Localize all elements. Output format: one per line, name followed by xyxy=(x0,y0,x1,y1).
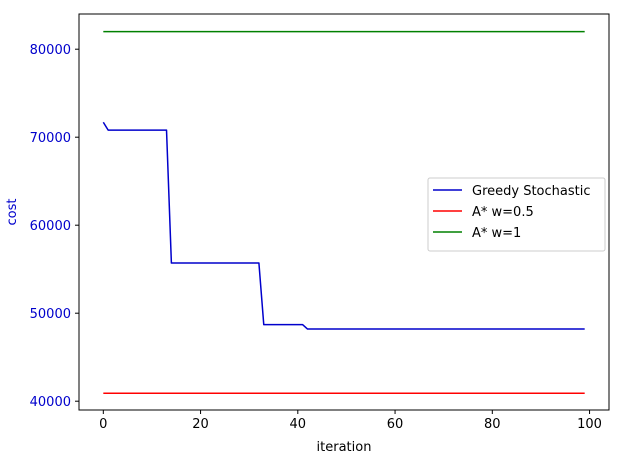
x-tick-label: 40 xyxy=(290,417,307,432)
legend-box xyxy=(427,177,606,252)
x-tick-label: 60 xyxy=(387,417,404,432)
x-tick-label: 100 xyxy=(577,417,602,432)
legend-entry-label: A* w=0.5 xyxy=(472,205,534,220)
x-tick-label: 80 xyxy=(484,417,501,432)
x-tick-label: 20 xyxy=(192,417,209,432)
y-tick-label: 50000 xyxy=(30,307,71,322)
y-tick-label: 40000 xyxy=(30,395,71,410)
legend-entry-label: Greedy Stochastic xyxy=(472,184,591,199)
x-axis-label: iteration xyxy=(317,440,372,454)
y-tick-label: 70000 xyxy=(30,131,71,146)
y-axis-label: cost xyxy=(5,199,20,226)
x-axis: 0 20 40 60 80 100 xyxy=(99,410,602,432)
legend-entry-label: A* w=1 xyxy=(472,226,521,241)
y-tick-label: 60000 xyxy=(30,219,71,234)
series-line-0 xyxy=(102,121,585,330)
y-axis: 40000 50000 60000 70000 80000 xyxy=(30,43,79,410)
x-tick-label: 0 xyxy=(99,417,107,432)
series-layer xyxy=(102,30,585,395)
y-tick-label: 80000 xyxy=(30,43,71,58)
plot-frame xyxy=(78,13,610,411)
legend: Greedy Stochastic A* w=0.5 A* w=1 xyxy=(427,177,606,252)
